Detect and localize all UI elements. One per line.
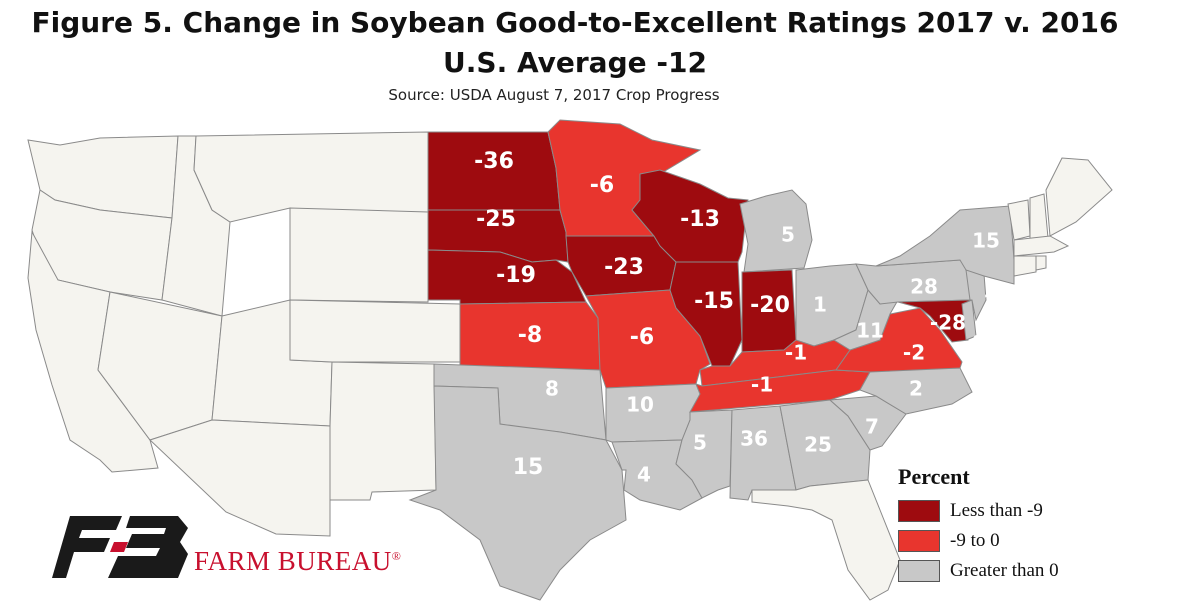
legend-swatch [898,560,940,582]
state-co [289,299,461,363]
state-label-la: 4 [637,463,651,487]
farm-bureau-logo-icon [52,516,188,578]
state-label-pa: 28 [910,275,938,299]
state-label-mn: -6 [590,173,614,198]
state-label-al: 36 [740,427,768,451]
state-label-sc: 7 [865,415,879,439]
state-ms [675,409,733,499]
state-label-wv: 11 [856,319,884,343]
state-nh [1029,193,1049,241]
legend-item-less-than-minus-9: Less than -9 [898,496,1148,526]
legend-item-greater-than-0: Greater than 0 [898,556,1148,586]
state-label-ga: 25 [804,433,832,457]
legend-label: Less than -9 [950,500,1043,521]
state-nc [835,367,973,415]
state-ri [1035,255,1047,271]
state-label-ms: 5 [693,431,707,455]
state-label-sd: -25 [476,207,516,232]
state-label-nc: 2 [909,377,923,401]
state-label-ar: 10 [626,393,654,417]
legend-swatch [898,500,940,522]
map-title: Figure 5. Change in Soybean Good-to-Exce… [31,6,1119,39]
state-fl [751,479,901,601]
state-tx [408,385,627,601]
state-label-in: -20 [750,293,790,318]
state-label-va: -2 [903,341,925,365]
state-label-ne: -19 [496,263,536,288]
state-label-il: -15 [694,289,734,314]
legend-title: Percent [898,464,970,489]
state-label-ks: -8 [518,323,542,348]
state-label-de: 8 [972,332,983,351]
state-label-mo: -6 [630,325,654,350]
state-label-nd: -36 [474,149,514,174]
state-me [1045,157,1113,237]
source-note: Source: USDA August 7, 2017 Crop Progres… [388,86,720,104]
state-label-tn: -1 [751,373,773,397]
state-label-oh: 1 [813,293,827,317]
state-nm [329,361,437,536]
state-label-nj: 2 [984,291,997,312]
legend-label: Greater than 0 [950,560,1059,581]
legend-swatch [898,530,940,552]
state-label-ia: -23 [604,255,644,280]
state-ct [1013,255,1037,277]
state-label-tx: 15 [513,455,544,480]
legend-label: -9 to 0 [950,530,1000,551]
state-label-ky: -1 [785,341,807,365]
state-ma [1013,235,1070,257]
state-label-md: -28 [930,311,966,335]
brand-name: FARM BUREAU® [194,546,402,576]
state-label-wi: -13 [680,207,720,232]
state-label-ok: 8 [545,377,559,401]
state-ne [427,249,587,305]
state-mi [739,189,813,273]
state-de [961,299,977,341]
state-wy [289,207,429,303]
map-subtitle: U.S. Average -12 [443,46,707,79]
legend: Percent Less than -9 -9 to 0 Greater tha… [898,464,1148,586]
state-label-ny: 15 [972,229,1000,253]
legend-item-minus-9-to-0: -9 to 0 [898,526,1148,556]
state-label-mi: 5 [781,223,795,247]
